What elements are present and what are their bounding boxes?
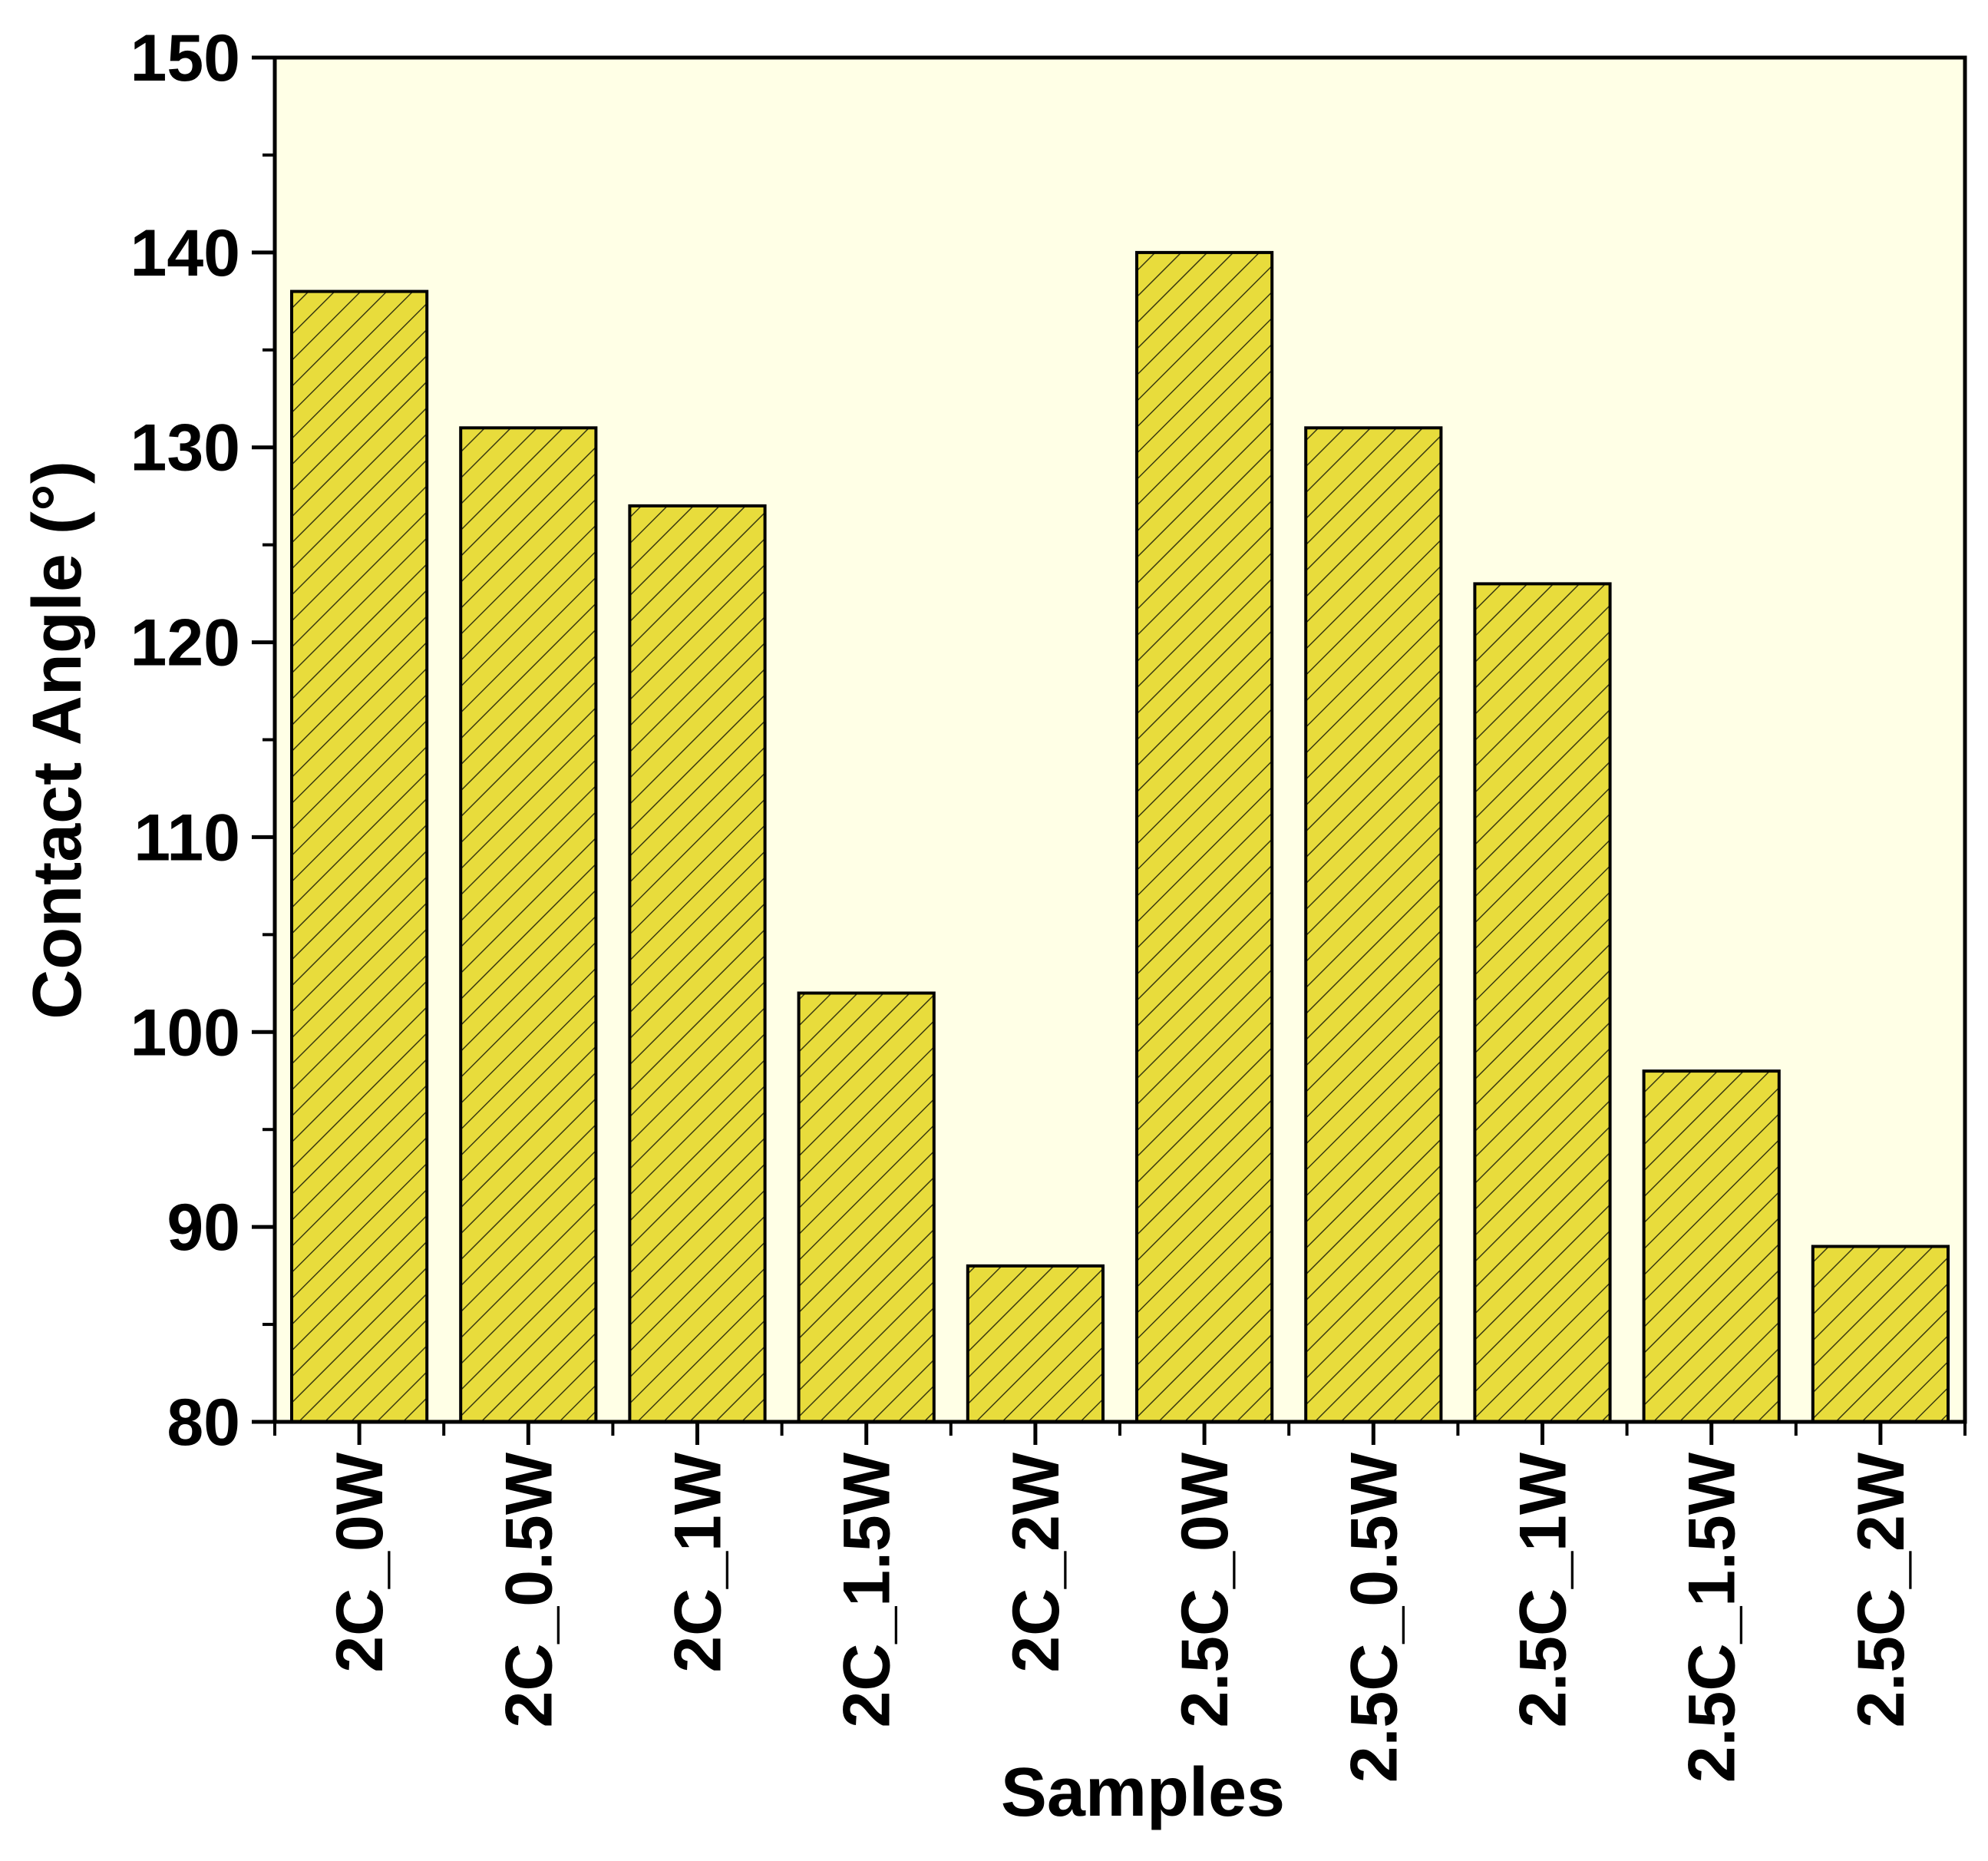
x-tick-label: 2C_2W [999,1452,1073,1673]
y-tick-label: 140 [130,217,241,290]
y-tick-label: 100 [130,996,241,1069]
y-tick-label: 110 [134,801,240,874]
bar-2C_1W [628,504,767,1423]
x-tick-label: 2C_1.5W [831,1452,904,1727]
x-tick-label: 2C_0W [323,1452,397,1673]
x-tick-label: 2.5C_1.5W [1676,1452,1749,1783]
x-axis: 2C_0W 2C_0.5W 2C_1W 2C_1.5W 2C_2W 2.5C_0W 2.5C… [273,1422,1967,1783]
bar-2.5C_0W [1135,250,1274,1423]
bar-2.5C_2W [1811,1245,1950,1423]
x-axis-title: Samples [1001,1754,1285,1831]
y-tick-label: 120 [130,607,241,680]
y-tick-label: 130 [130,412,241,485]
bar-2.5C_0.5W [1304,426,1443,1423]
bar-2.5C_1W [1473,582,1612,1423]
y-tick-label: 150 [130,21,241,95]
x-tick-label: 2.5C_2W [1844,1452,1918,1727]
y-tick-label: 80 [167,1386,240,1459]
y-axis-title: Contact Angle (°) [19,461,96,1020]
x-tick-label: 2.5C_0W [1168,1452,1242,1727]
bar-2C_0W [290,289,429,1424]
plot-frame [272,55,1967,1424]
x-tick-label: 2C_1W [662,1452,735,1673]
bar-series [290,250,1950,1424]
x-tick-label: 2C_0.5W [492,1452,566,1727]
bar-2.5C_1.5W [1642,1069,1781,1423]
y-axis: 80 90 100 110 120 130 140 150 [130,21,275,1459]
x-tick-label: 2.5C_0.5W [1337,1452,1411,1783]
bar-2C_1.5W [797,991,936,1423]
y-tick-label: 90 [167,1191,240,1264]
bar-2C_0.5W [459,426,598,1423]
bar-2C_2W [966,1264,1105,1424]
x-tick-label: 2.5C_1W [1507,1452,1580,1727]
